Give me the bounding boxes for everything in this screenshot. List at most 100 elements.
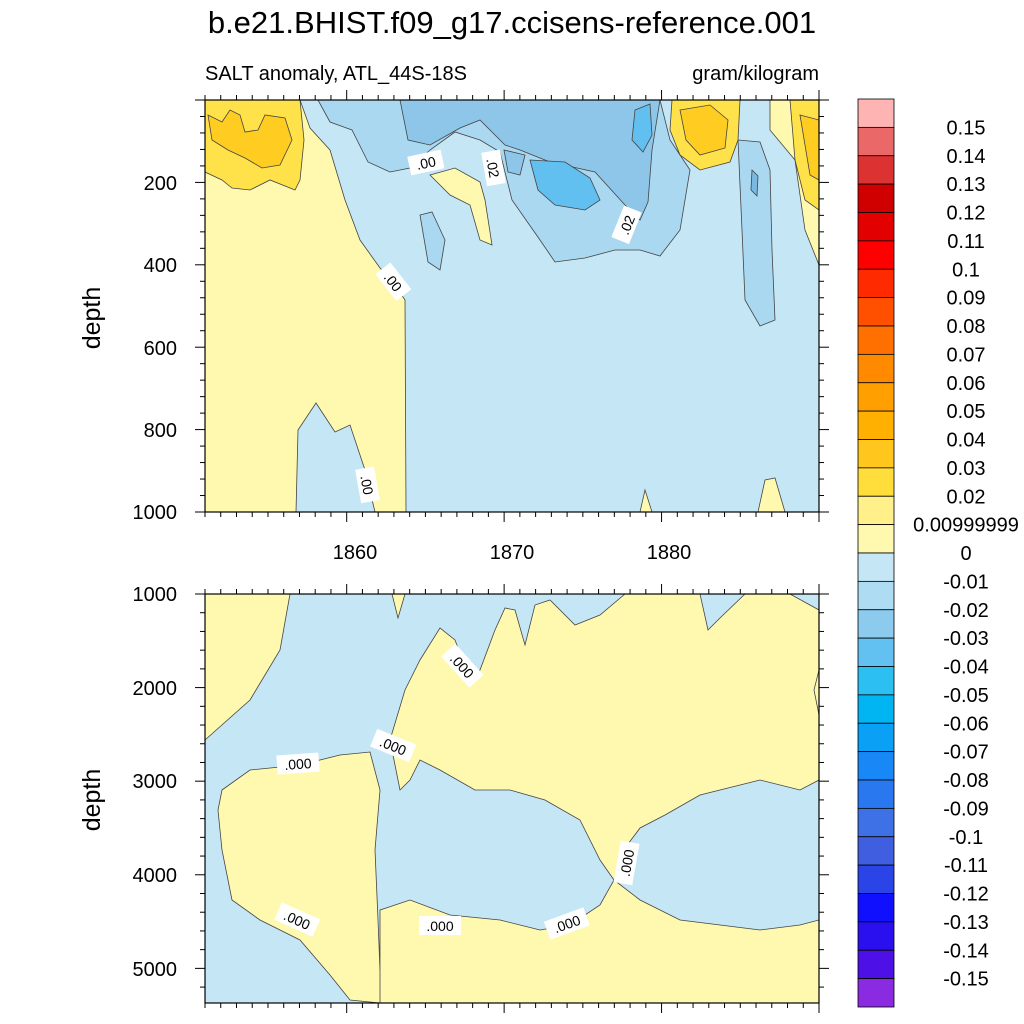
colorbar-label: -0.12	[943, 884, 989, 906]
x-tick-label: 1860	[333, 542, 378, 564]
colorbar-label: 0.02	[947, 486, 986, 508]
upper-region-plus-0-03-right-b	[799, 114, 819, 181]
colorbar-swatch	[857, 212, 895, 242]
colorbar-label: 0.04	[947, 430, 986, 452]
lower-contour-label: .000	[613, 840, 640, 886]
colorbar-label: -0.06	[943, 713, 989, 735]
colorbar-label: 0.15	[947, 117, 986, 139]
svg-text:.00: .00	[357, 474, 376, 496]
upper-y-tick-label: 200	[144, 173, 177, 195]
colorbar-swatch	[857, 722, 895, 753]
upper-region-negative	[299, 100, 819, 512]
colorbar-label: -0.01	[943, 571, 989, 593]
colorbar-swatch	[857, 694, 895, 724]
colorbar-swatch	[857, 495, 895, 526]
colorbar-label: -0.03	[943, 628, 989, 650]
colorbar-swatch	[857, 353, 895, 384]
colorbar-swatch	[857, 155, 895, 185]
upper-region-yellow-notch	[429, 167, 493, 246]
upper-region-minus-0-03	[529, 159, 601, 211]
lower-contour-label: .000	[276, 752, 320, 775]
colorbar-label: 0.13	[947, 174, 986, 196]
svg-text:.000: .000	[426, 918, 453, 934]
colorbar-label: -0.02	[943, 600, 989, 622]
lower-y-tick-label: 5000	[133, 959, 178, 981]
colorbar-swatch	[857, 609, 895, 639]
lower-region-positive-bottom	[379, 879, 819, 1003]
colorbar-label: 0.14	[947, 146, 986, 168]
colorbar-swatch	[857, 126, 895, 157]
svg-text:.000: .000	[284, 755, 313, 773]
lower-region-positive-top	[391, 594, 406, 620]
lower-y-tick-label: 4000	[133, 865, 178, 887]
chart-left-label: SALT anomaly, ATL_44S-18S	[205, 63, 467, 85]
colorbar-swatch	[857, 183, 895, 213]
upper-contour-label: .00	[407, 149, 445, 176]
upper-contour-label: .02	[481, 149, 506, 187]
colorbar-swatch	[857, 893, 895, 923]
lower-ticks	[195, 584, 829, 1013]
colorbar-label: 0.11	[947, 231, 984, 253]
upper-region-minus-0-02-b	[503, 149, 526, 176]
upper-region-plus-0-03-right	[679, 104, 729, 156]
upper-y-tick-label: 600	[144, 338, 177, 360]
upper-region-minus-0-01-b	[737, 139, 776, 327]
colorbar-swatch	[857, 836, 895, 866]
colorbar-label: 0.05	[947, 401, 986, 423]
colorbar-swatch	[857, 552, 895, 582]
colorbar-label: 0.12	[947, 203, 986, 225]
upper-region-plus-0-03-left	[207, 109, 293, 169]
colorbar-label: -0.14	[943, 940, 989, 962]
colorbar-label: 0.1	[952, 259, 980, 281]
colorbar-swatch	[857, 864, 895, 894]
colorbar-swatch	[857, 524, 895, 554]
x-tick-label: 1880	[647, 542, 692, 564]
lower-plot-frame	[204, 593, 820, 1004]
colorbar-swatch	[857, 325, 895, 355]
lower-y-tick-label: 3000	[133, 771, 178, 793]
colorbar-label: -0.11	[944, 855, 988, 877]
colorbar-label: 0.03	[947, 458, 986, 480]
colorbar-label: -0.1	[949, 827, 983, 849]
upper-y-tick-label: 400	[144, 255, 177, 277]
lower-y-axis-label: depth	[78, 769, 106, 832]
colorbar-swatch	[857, 779, 895, 809]
colorbar-labels: 0.15 0.14 0.13 0.12 0.11 0.1 0.09 0.08 0.07 0.06 0…	[913, 117, 1019, 990]
colorbar-swatch	[857, 921, 895, 951]
upper-contour-label: .00	[355, 466, 380, 504]
upper-contour-label: .02	[611, 205, 642, 245]
chart-units-label: gram/kilogram	[692, 63, 819, 85]
colorbar-label: -0.05	[943, 685, 989, 707]
svg-text:.00: .00	[415, 153, 438, 173]
lower-region-positive-main	[389, 594, 819, 881]
colorbar-label: 0	[960, 543, 971, 565]
colorbar-label: -0.07	[943, 742, 989, 764]
upper-contour-plot: .00 .02 .00 .02 .00 200 400 600 800 1000…	[78, 90, 829, 564]
colorbar-swatch	[857, 666, 895, 696]
svg-text:.02: .02	[483, 157, 502, 179]
lower-region-positive-left	[205, 594, 291, 741]
lower-y-tick-label: 1000	[133, 584, 178, 606]
colorbar-label: -0.09	[943, 798, 989, 820]
colorbar-swatch	[857, 949, 895, 980]
colorbar-swatch	[857, 978, 895, 1008]
colorbar-label: -0.15	[943, 969, 989, 991]
colorbar-swatch	[857, 410, 895, 440]
colorbar-label: 0.00999999	[913, 515, 1019, 537]
colorbar-label: 0.08	[947, 316, 986, 338]
colorbar-swatch	[857, 98, 895, 128]
colorbar-label: 0.07	[947, 344, 986, 366]
lower-y-tick-label: 2000	[133, 678, 178, 700]
colorbar-swatch	[857, 807, 895, 838]
colorbar-swatch	[857, 268, 895, 299]
colorbar-swatch	[857, 240, 895, 270]
colorbar-swatch	[857, 751, 895, 781]
colorbar-swatch	[857, 580, 895, 611]
colorbar-swatch	[857, 439, 895, 469]
upper-y-tick-label: 800	[144, 420, 177, 442]
upper-region-dark-blue-spot	[750, 169, 759, 197]
upper-region-minus-0-02	[399, 100, 661, 221]
upper-plot-frame	[204, 99, 820, 513]
lower-region-positive-right-edge	[813, 669, 819, 716]
